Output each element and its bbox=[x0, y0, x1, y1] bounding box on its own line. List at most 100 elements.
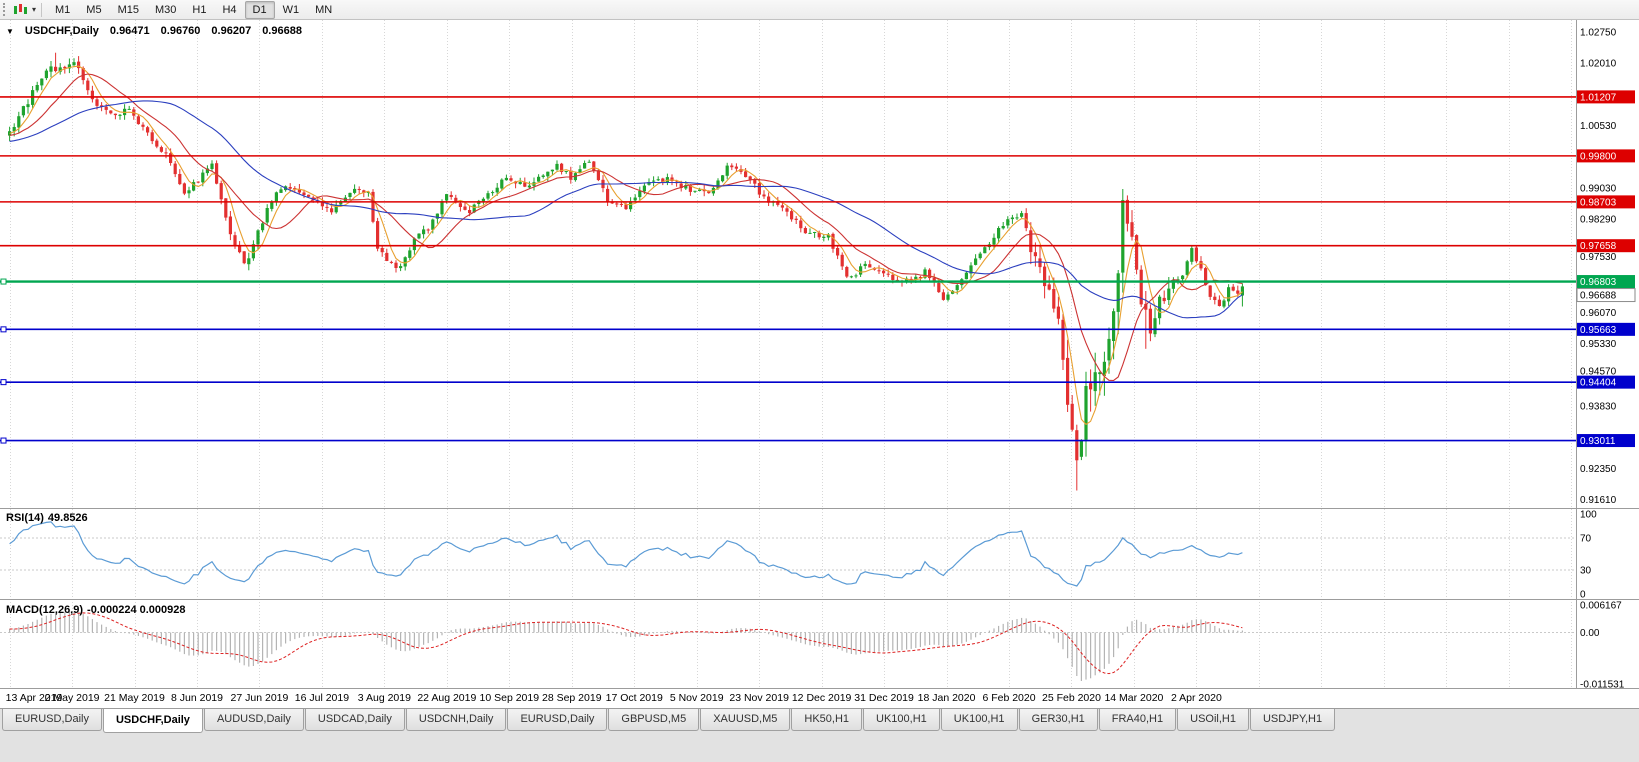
price-badge-0.97658 bbox=[1577, 239, 1635, 253]
price-axis-tick: 0.91610 bbox=[1580, 495, 1617, 506]
horizontal-lines bbox=[0, 96, 1576, 444]
toolbar-grip[interactable] bbox=[3, 3, 8, 16]
svg-text:3 Aug 2019: 3 Aug 2019 bbox=[358, 692, 411, 704]
svg-text:2 May 2019: 2 May 2019 bbox=[45, 692, 100, 704]
timeframe-buttons: M1 M5 M15 M30 H1 H4 D1 W1 MN bbox=[47, 0, 340, 19]
price-badge-text: 0.99800 bbox=[1580, 151, 1617, 162]
chart-tab-xauusd-m5[interactable]: XAUUSD,M5 bbox=[700, 709, 791, 731]
grid-layer bbox=[10, 20, 1572, 688]
price-badge-0.93011 bbox=[1577, 434, 1635, 448]
price-badge-text: 1.01207 bbox=[1580, 92, 1617, 103]
price-axis-tick: 0.95330 bbox=[1580, 339, 1617, 350]
rsi-line bbox=[9, 521, 1243, 587]
chart-background bbox=[0, 20, 1639, 708]
price-axis-tick: 1.02750 bbox=[1580, 28, 1617, 39]
svg-text:25 Feb 2020: 25 Feb 2020 bbox=[1042, 692, 1101, 704]
price-badge-0.96803 bbox=[1577, 275, 1635, 289]
svg-text:2 Apr 2020: 2 Apr 2020 bbox=[1171, 692, 1222, 704]
price-badge-text: 0.96803 bbox=[1580, 277, 1617, 288]
chart-tab-uk100-h1[interactable]: UK100,H1 bbox=[940, 709, 1018, 731]
price-axis-tick: 0.99030 bbox=[1580, 184, 1617, 195]
timeframe-d1-button[interactable]: D1 bbox=[244, 0, 275, 19]
price-axis-tick: 0.92350 bbox=[1580, 464, 1617, 475]
svg-text:8 Jun 2019: 8 Jun 2019 bbox=[171, 692, 223, 704]
candlesticks bbox=[8, 52, 1244, 491]
toolbar-separator bbox=[41, 2, 43, 17]
chart-tab-usdjpy-h1[interactable]: USDJPY,H1 bbox=[1249, 709, 1336, 731]
candlestick-chart-icon bbox=[14, 3, 27, 14]
chart-tab-gbpusd-m5[interactable]: GBPUSD,M5 bbox=[608, 709, 700, 731]
price-axis-tick: 1.02010 bbox=[1580, 59, 1617, 70]
svg-text:12 Dec 2019: 12 Dec 2019 bbox=[792, 692, 852, 704]
macd-histogram bbox=[9, 611, 1244, 681]
hline-handle-0.94404[interactable] bbox=[0, 379, 7, 386]
chevron-down-icon[interactable]: ▾ bbox=[32, 5, 37, 14]
svg-text:28 Sep 2019: 28 Sep 2019 bbox=[542, 692, 602, 704]
price-axis-tick: 0.93830 bbox=[1580, 402, 1617, 413]
svg-text:21 May 2019: 21 May 2019 bbox=[104, 692, 165, 704]
chart-tab-ger30-h1[interactable]: GER30,H1 bbox=[1018, 709, 1098, 731]
chart-tabs-bar: EURUSD,Daily USDCHF,Daily AUDUSD,Daily USDC… bbox=[0, 708, 1639, 735]
macd-axis-tick: -0.011531 bbox=[1580, 680, 1625, 691]
hline-handle-0.93011[interactable] bbox=[0, 437, 7, 444]
hline-handle-0.95663[interactable] bbox=[0, 326, 7, 333]
chart-tab-eurusd-daily[interactable]: EURUSD,Daily bbox=[507, 709, 608, 731]
bottom-filler bbox=[0, 735, 1639, 762]
chart-area[interactable]: 100 70 30 0 0.006167 0.00 -0.011531 1.02750 1.02… bbox=[0, 20, 1639, 708]
svg-text:27 Jun 2019: 27 Jun 2019 bbox=[231, 692, 289, 704]
price-badge-text: 0.94404 bbox=[1580, 378, 1617, 389]
moving-average-5 bbox=[9, 65, 1243, 426]
price-badge-text: 0.95663 bbox=[1580, 325, 1617, 336]
chart-tab-usdcad-daily[interactable]: USDCAD,Daily bbox=[304, 709, 405, 731]
svg-text:13 Apr 2019: 13 Apr 2019 bbox=[6, 692, 63, 704]
chart-tab-audusd-daily[interactable]: AUDUSD,Daily bbox=[203, 709, 304, 731]
rsi-axis-tick: 100 bbox=[1580, 510, 1597, 521]
chart-tab-usdcnh-daily[interactable]: USDCNH,Daily bbox=[405, 709, 507, 731]
chart-tab-hk50-h1[interactable]: HK50,H1 bbox=[791, 709, 863, 731]
chart-tab-uk100-h1[interactable]: UK100,H1 bbox=[863, 709, 940, 731]
chart-tab-usoil-h1[interactable]: USOil,H1 bbox=[1177, 709, 1249, 731]
svg-text:16 Jul 2019: 16 Jul 2019 bbox=[295, 692, 349, 704]
timeframe-h4-button[interactable]: H4 bbox=[222, 3, 237, 16]
timeframe-h1-button[interactable]: H1 bbox=[192, 3, 207, 16]
chart-tab-fra40-h1[interactable]: FRA40,H1 bbox=[1098, 709, 1177, 731]
chart-tab-eurusd-daily[interactable]: EURUSD,Daily bbox=[2, 709, 102, 731]
timeframe-m15-button[interactable]: M15 bbox=[117, 3, 139, 16]
price-badge-text: 0.97658 bbox=[1580, 241, 1617, 252]
rsi-axis-tick: 70 bbox=[1580, 534, 1592, 545]
chart-canvas[interactable]: 100 70 30 00.006167 0.00 -0.011531 1.02750 1.02… bbox=[0, 20, 1639, 708]
rsi-axis-tick: 0 bbox=[1580, 590, 1586, 601]
price-badge-text: 0.93011 bbox=[1580, 436, 1616, 447]
price-badge-0.96688 bbox=[1576, 288, 1636, 303]
rsi-axis-tick: 30 bbox=[1580, 566, 1592, 577]
timeframe-w1-button[interactable]: W1 bbox=[282, 3, 300, 16]
svg-text:23 Nov 2019: 23 Nov 2019 bbox=[729, 692, 789, 704]
price-axis-tick: 0.94570 bbox=[1580, 367, 1617, 378]
price-badge-0.98703 bbox=[1577, 195, 1635, 209]
price-axis-tick: 0.96070 bbox=[1580, 308, 1617, 319]
svg-text:5 Nov 2019: 5 Nov 2019 bbox=[670, 692, 724, 704]
rsi-panel-splitter[interactable] bbox=[0, 506, 1639, 511]
moving-average-34 bbox=[9, 100, 1243, 319]
timeframe-m30-button[interactable]: M30 bbox=[154, 3, 177, 16]
timeframe-m5-button[interactable]: M5 bbox=[86, 3, 102, 16]
svg-text:17 Oct 2019: 17 Oct 2019 bbox=[606, 692, 663, 704]
price-badge-0.94404 bbox=[1577, 375, 1635, 389]
hline-handle-0.96803[interactable] bbox=[0, 278, 7, 285]
macd-axis-tick: 0.00 bbox=[1580, 628, 1600, 639]
svg-text:22 Aug 2019: 22 Aug 2019 bbox=[417, 692, 476, 704]
price-axis-tick: 0.97530 bbox=[1580, 252, 1617, 263]
price-badge-text: 0.98703 bbox=[1580, 197, 1617, 208]
chart-tab-usdchf-daily[interactable]: USDCHF,Daily bbox=[102, 709, 203, 733]
macd-axis-tick: 0.006167 bbox=[1580, 601, 1622, 612]
macd-panel-splitter[interactable] bbox=[0, 598, 1639, 603]
svg-text:10 Sep 2019: 10 Sep 2019 bbox=[480, 692, 540, 704]
collapse-chart-icon[interactable]: ▼ bbox=[6, 26, 14, 36]
timeframe-mn-button[interactable]: MN bbox=[315, 3, 333, 16]
price-badge-text: 0.96688 bbox=[1580, 291, 1617, 302]
chart-type-icon[interactable] bbox=[11, 1, 31, 19]
timeframe-toolbar: ▾ M1 M5 M15 M30 H1 H4 D1 W1 MN bbox=[0, 0, 1639, 20]
price-axis-tick: 1.00530 bbox=[1580, 121, 1617, 132]
timeframe-m1-button[interactable]: M1 bbox=[55, 3, 71, 16]
